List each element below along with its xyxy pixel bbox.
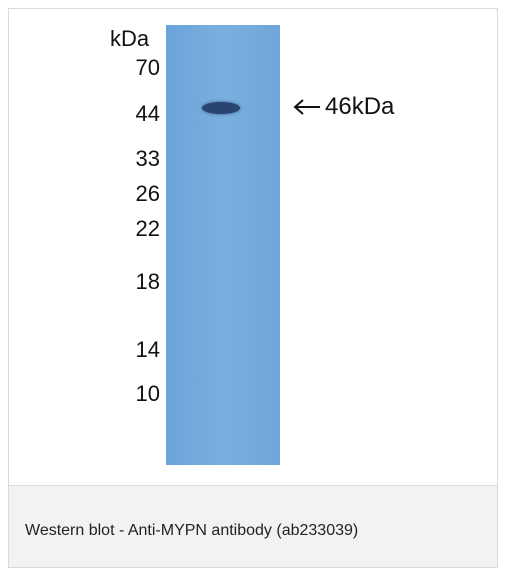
protein-band	[202, 102, 240, 114]
figure-caption: Western blot - Anti-MYPN antibody (ab233…	[9, 485, 497, 567]
band-size-annotation: 46kDa	[289, 93, 394, 121]
band-size-label: 46kDa	[325, 93, 395, 120]
marker-44: 44	[135, 101, 160, 126]
marker-26: 26	[135, 181, 160, 206]
western-blot-image[interactable]: kDa 70 44 33 26 22 18 14 10 46kDa	[9, 9, 497, 485]
figure-card: kDa 70 44 33 26 22 18 14 10 46kDa Wester…	[8, 8, 498, 568]
caption-text: Western blot - Anti-MYPN antibody (ab233…	[25, 522, 359, 539]
marker-33: 33	[135, 146, 160, 171]
marker-10: 10	[135, 381, 160, 406]
marker-18: 18	[135, 269, 160, 294]
blot-lane	[166, 25, 280, 465]
marker-22: 22	[135, 216, 160, 241]
marker-14: 14	[135, 337, 160, 362]
marker-70: 70	[135, 55, 160, 80]
left-arrow-icon	[289, 95, 323, 119]
kda-header: kDa	[110, 26, 150, 51]
